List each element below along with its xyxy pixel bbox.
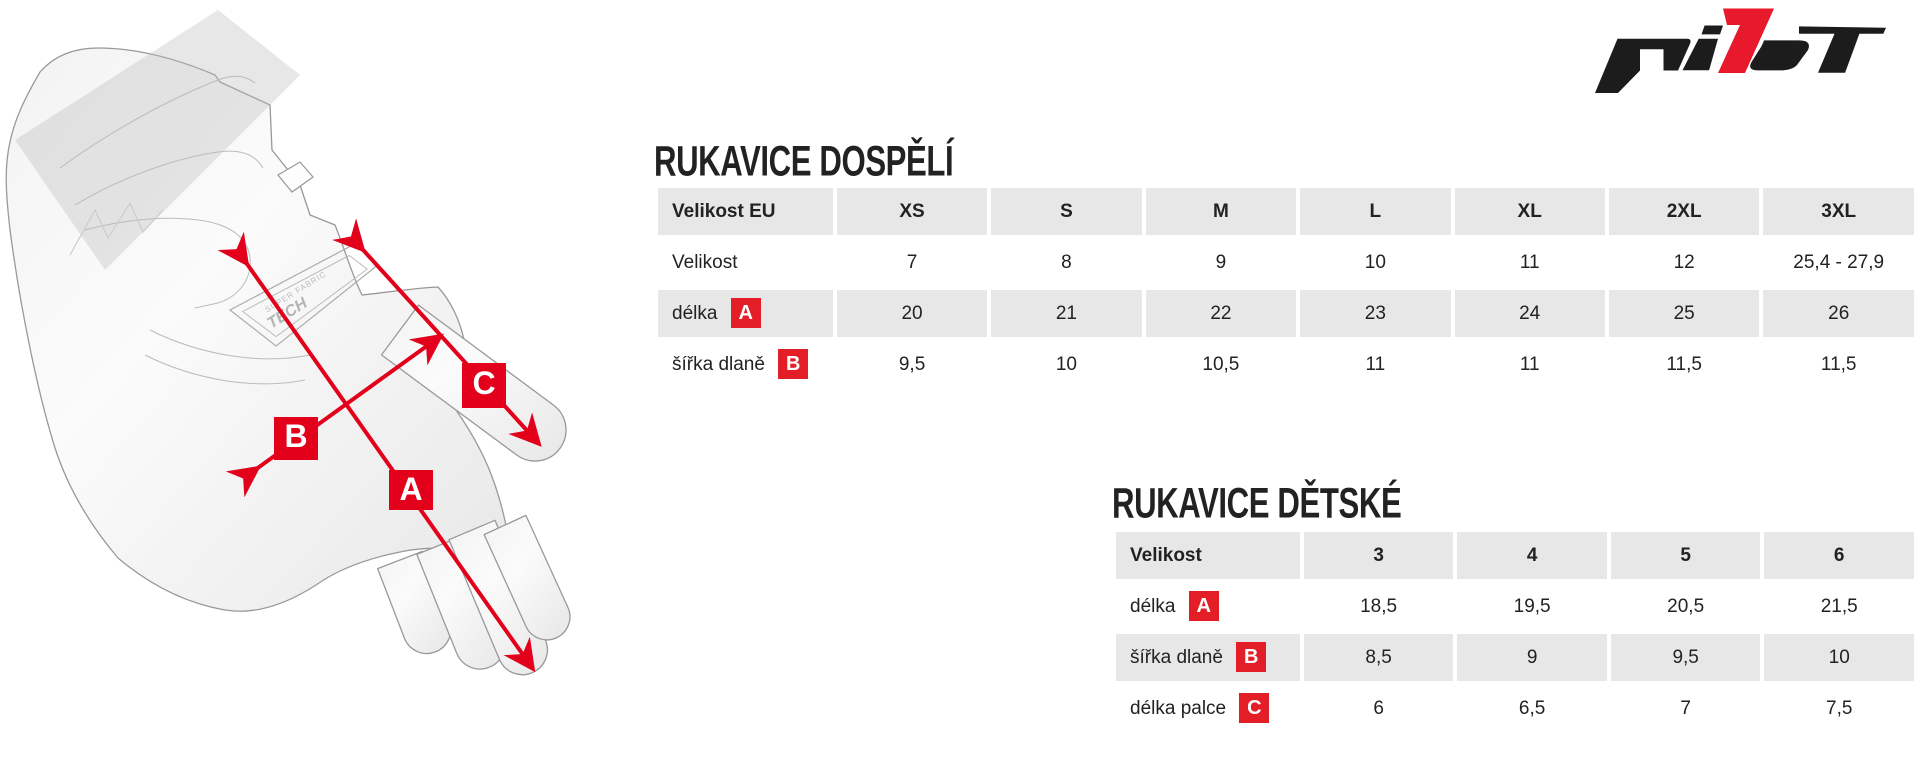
svg-text:B: B [284,418,307,454]
svg-text:C: C [472,365,495,401]
svg-text:A: A [399,471,422,507]
